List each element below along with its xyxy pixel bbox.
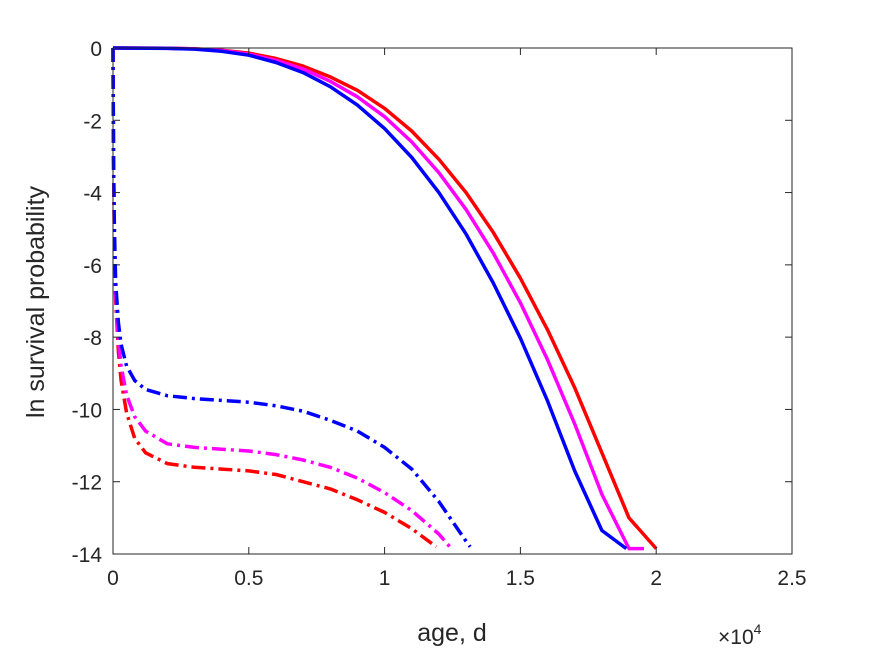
series-line-4 [111,47,438,549]
y-tick-label: -6 [83,255,102,278]
x-axis-multiplier-base: ×10 [718,626,754,649]
series-line-5 [111,47,452,548]
x-tick-label: 2.5 [777,567,806,590]
axes-box [112,47,793,555]
y-tick-label: 0 [90,38,102,61]
y-axis-ticks: 0 -2 -4 -6 -8 -10 -12 -14 [72,38,792,567]
x-tick-label: 1 [379,567,391,590]
y-axis-title: ln survival probability [22,185,50,418]
x-axis-title: age, d [417,619,487,647]
y-tick-label: -4 [83,183,102,206]
x-tick-label: 1.5 [506,567,535,590]
y-tick-label: -8 [83,327,102,350]
x-tick-label: 2 [650,567,662,590]
x-axis-multiplier: ×104 [718,621,762,649]
series-line-3 [112,46,628,551]
x-axis-ticks: 0 0.5 1 1.5 2 2.5 [107,48,807,590]
y-tick-label: -14 [72,544,103,567]
x-tick-label: 0 [107,567,119,590]
y-tick-label: -12 [72,472,102,495]
y-tick-label: -2 [83,110,102,133]
x-axis-multiplier-exponent: 4 [754,621,762,637]
y-tick-label: -10 [72,399,102,422]
x-tick-label: 0.5 [234,567,263,590]
plot-area [113,48,792,554]
series-lines [111,46,658,551]
series-line-6 [111,47,472,548]
